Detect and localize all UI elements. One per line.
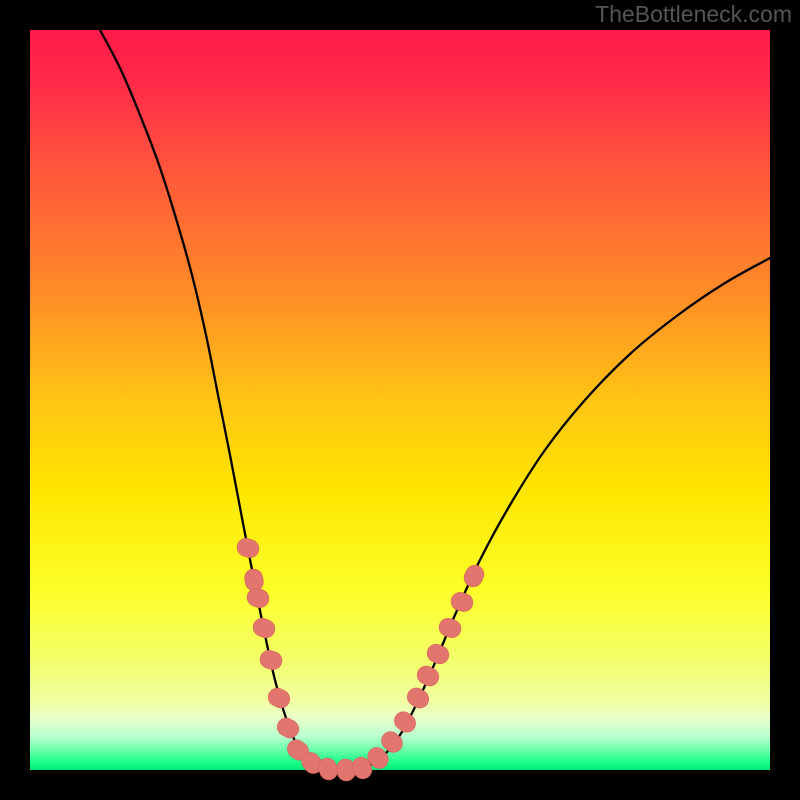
chart-svg	[0, 0, 800, 800]
watermark-text: TheBottleneck.com	[595, 1, 792, 28]
chart-container: TheBottleneck.com	[0, 0, 800, 800]
plot-area	[30, 30, 770, 770]
